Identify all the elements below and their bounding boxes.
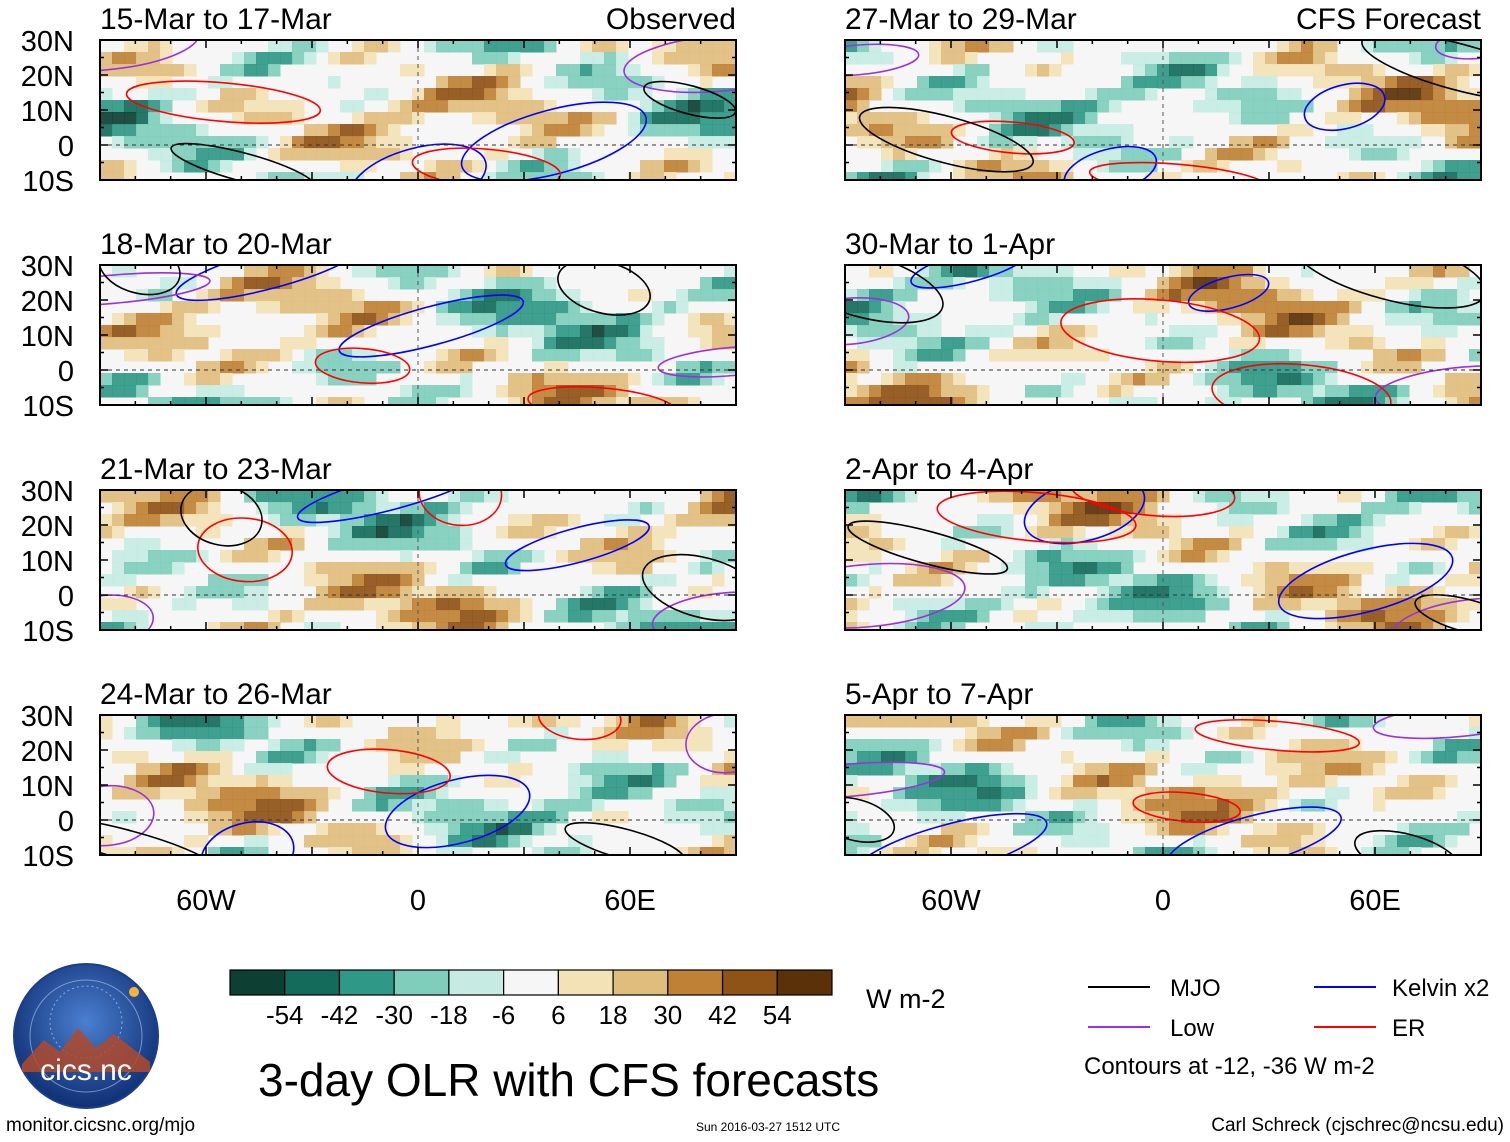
colorbar-label: -6 [492,1000,515,1030]
lat-tick-label: 10N [21,96,74,128]
cics-logo: cics.nc [13,963,159,1109]
olr-field [100,715,736,855]
lat-tick-label: 20N [21,61,74,93]
main-title: 3-day OLR with CFS forecasts [258,1054,879,1106]
lon-tick-label: 0 [410,885,426,917]
colorbar-label: 54 [763,1000,792,1030]
lat-tick-label: 10S [22,166,74,198]
panel-8: 5-Apr to 7-Apr 60W 0 60E [844,678,1482,917]
contours-note: Contours at -12, -36 W m-2 [1084,1053,1375,1080]
lat-tick-label: 10N [21,771,74,803]
logo-text: cics.nc [40,1054,132,1087]
colorbar-label: -18 [430,1000,468,1030]
lon-tick-label: 60E [1349,885,1401,917]
lat-tick-label: 0 [58,806,74,838]
legend: MJO Kelvin x2 Low ER Contours at -12, -3… [1084,975,1489,1080]
panel-title: 27-Mar to 29-Mar [845,3,1077,36]
footer-timestamp: Sun 2016-03-27 1512 UTC [696,1120,840,1134]
colorbar-swatch [393,969,450,996]
colorbar: -54 -42 -30 -18 -6 6 18 30 42 54 [229,969,833,1030]
olr-field [100,40,736,180]
panel-6: 30-Mar to 1-Apr [844,228,1482,406]
lat-tick-label: 10S [22,391,74,423]
lat-tick-label: 30N [21,26,74,58]
colorbar-swatch [667,969,724,996]
lat-tick-label: 20N [21,736,74,768]
lat-tick-label: 0 [58,356,74,388]
colorbar-swatch [448,969,505,996]
colorbar-swatch [557,969,614,996]
footer-author: Carl Schreck (cjschrec@ncsu.edu) [1211,1115,1504,1136]
lat-tick-label: 20N [21,511,74,543]
colorbar-label: 42 [708,1000,737,1030]
olr-field [100,265,736,405]
colorbar-label: 30 [653,1000,682,1030]
panel-title: 15-Mar to 17-Mar [100,3,332,36]
panel-7: 2-Apr to 4-Apr [844,453,1482,631]
panel-title: 30-Mar to 1-Apr [845,228,1055,261]
lat-tick-label: 10S [22,841,74,873]
panel-5: 27-Mar to 29-Mar CFS Forecast [844,3,1482,181]
panel-title: 21-Mar to 23-Mar [100,453,332,486]
lat-tick-label: 20N [21,286,74,318]
lon-tick-label: 0 [1155,885,1171,917]
observed-label: Observed [606,3,736,36]
lon-tick-label: 60E [604,885,656,917]
lon-tick-label: 60W [921,885,981,917]
colorbar-label: -54 [266,1000,304,1030]
lat-tick-label: 10S [22,616,74,648]
colorbar-label: -30 [375,1000,413,1030]
colorbar-label: 18 [599,1000,628,1030]
olr-field [845,265,1481,405]
lat-tick-label: 0 [58,581,74,613]
colorbar-label: 6 [551,1000,565,1030]
legend-kelvin-label: Kelvin x2 [1392,975,1489,1002]
olr-field [845,715,1481,855]
olr-field [845,40,1481,180]
colorbar-label: -42 [321,1000,359,1030]
lat-tick-label: 0 [58,131,74,163]
olr-field [100,490,736,630]
legend-low-label: Low [1170,1015,1215,1042]
panel-title: 5-Apr to 7-Apr [845,678,1033,711]
colorbar-units: W m-2 [866,984,945,1014]
colorbar-swatch [721,969,778,996]
lat-tick-label: 10N [21,321,74,353]
colorbar-swatch [284,969,341,996]
olr-field [845,490,1481,630]
legend-er-label: ER [1392,1015,1425,1042]
colorbar-swatch [776,969,833,996]
lat-tick-label: 10N [21,546,74,578]
colorbar-swatch [612,969,669,996]
panel-title: 18-Mar to 20-Mar [100,228,332,261]
panel-title: 24-Mar to 26-Mar [100,678,332,711]
legend-mjo-label: MJO [1170,975,1221,1002]
colorbar-swatch [338,969,395,996]
lat-tick-label: 30N [21,701,74,733]
panel-title: 2-Apr to 4-Apr [845,453,1033,486]
footer-url: monitor.cicsnc.org/mjo [6,1115,195,1136]
colorbar-swatch [503,969,559,996]
forecast-label: CFS Forecast [1296,3,1482,36]
lon-tick-label: 60W [176,885,236,917]
lat-tick-label: 30N [21,476,74,508]
lat-tick-label: 30N [21,251,74,283]
colorbar-swatch [229,969,286,996]
